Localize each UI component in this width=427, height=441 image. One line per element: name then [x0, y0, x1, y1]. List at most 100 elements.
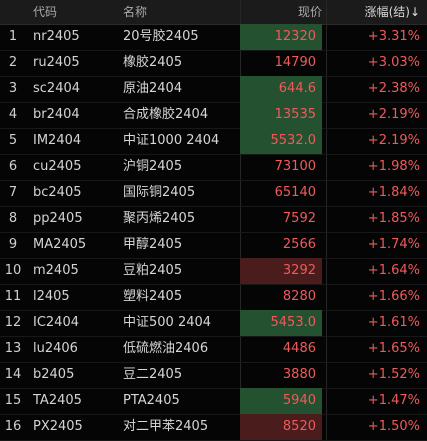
contract-code: nr2405: [33, 29, 80, 44]
change-percent: +1.85%: [367, 211, 420, 226]
row-index: 1: [8, 29, 18, 44]
contract-name: 低硫燃油2406: [123, 341, 209, 356]
contract-name: 中证500 2404: [123, 315, 212, 330]
contract-code: MA2405: [33, 237, 87, 252]
contract-name: 豆粕2405: [123, 263, 183, 278]
contract-code: sc2404: [33, 81, 81, 96]
contract-name: 合成橡胶2404: [123, 107, 209, 122]
row-index: 4: [8, 107, 18, 122]
row-index: 7: [8, 185, 18, 200]
table-row[interactable]: 16 PX2405 对二甲苯2405 8520 +1.50%: [0, 414, 427, 441]
table-header: 代码 名称 现价 涨幅(结)↓: [0, 0, 427, 25]
contract-code: PX2405: [33, 419, 83, 434]
table-row[interactable]: 5 IM2404 中证1000 2404 5532.0 +2.19%: [0, 128, 427, 155]
contract-code: l2405: [33, 289, 70, 304]
contract-code: b2405: [33, 367, 75, 382]
row-index: 8: [8, 211, 18, 226]
table-row[interactable]: 2 ru2405 橡胶2405 14790 +3.03%: [0, 50, 427, 77]
table-row[interactable]: 12 IC2404 中证500 2404 5453.0 +1.61%: [0, 310, 427, 337]
contract-code: IM2404: [33, 133, 82, 148]
contract-name: 国际铜2405: [123, 185, 196, 200]
table-row[interactable]: 14 b2405 豆二2405 3880 +1.52%: [0, 362, 427, 389]
change-percent: +2.19%: [367, 133, 420, 148]
change-percent: +2.19%: [367, 107, 420, 122]
change-percent: +1.66%: [367, 289, 420, 304]
row-index: 6: [8, 159, 18, 174]
contract-name: 20号胶2405: [123, 29, 199, 44]
header-name[interactable]: 名称: [123, 5, 148, 19]
last-price: 14790: [274, 55, 316, 70]
table-row[interactable]: 4 br2404 合成橡胶2404 13535 +2.19%: [0, 102, 427, 129]
row-index: 16: [4, 419, 22, 434]
row-index: 3: [8, 81, 18, 96]
contract-code: TA2405: [33, 393, 82, 408]
contract-code: ru2405: [33, 55, 80, 70]
contract-name: 豆二2405: [123, 367, 183, 382]
last-price: 5453.0: [240, 310, 322, 336]
row-index: 10: [4, 263, 22, 278]
change-percent: +1.74%: [367, 237, 420, 252]
table-row[interactable]: 11 l2405 塑料2405 8280 +1.66%: [0, 284, 427, 311]
change-percent: +1.64%: [367, 263, 420, 278]
last-price: 4486: [282, 341, 316, 356]
table-row[interactable]: 1 nr2405 20号胶2405 12320 +3.31%: [0, 24, 427, 51]
table-row[interactable]: 13 lu2406 低硫燃油2406 4486 +1.65%: [0, 336, 427, 363]
header-change-label: 涨幅(结): [364, 5, 410, 19]
row-index: 13: [4, 341, 22, 356]
header-price[interactable]: 现价: [297, 5, 322, 19]
column-divider: [326, 0, 327, 440]
table-row[interactable]: 10 m2405 豆粕2405 3292 +1.64%: [0, 258, 427, 285]
table-row[interactable]: 9 MA2405 甲醇2405 2566 +1.74%: [0, 232, 427, 259]
last-price: 65140: [274, 185, 316, 200]
contract-code: lu2406: [33, 341, 78, 356]
last-price: 73100: [274, 159, 316, 174]
last-price: 8280: [282, 289, 316, 304]
table-row[interactable]: 3 sc2404 原油2404 644.6 +2.38%: [0, 76, 427, 103]
row-index: 14: [4, 367, 22, 382]
header-change[interactable]: 涨幅(结)↓: [326, 0, 420, 24]
change-percent: +1.98%: [367, 159, 420, 174]
contract-name: 中证1000 2404: [123, 133, 220, 148]
last-price: 3880: [282, 367, 316, 382]
contract-name: 对二甲苯2405: [123, 419, 209, 434]
last-price: 5532.0: [240, 128, 322, 154]
contract-code: m2405: [33, 263, 79, 278]
contract-name: 沪铜2405: [123, 159, 183, 174]
last-price: 5940: [240, 388, 322, 414]
column-divider: [240, 0, 241, 440]
row-index: 5: [8, 133, 18, 148]
change-percent: +2.38%: [367, 81, 420, 96]
table-row[interactable]: 7 bc2405 国际铜2405 65140 +1.84%: [0, 180, 427, 207]
sort-desc-icon: ↓: [409, 5, 420, 19]
row-index: 12: [4, 315, 22, 330]
contract-code: pp2405: [33, 211, 83, 226]
contract-name: PTA2405: [123, 393, 180, 408]
contract-code: bc2405: [33, 185, 82, 200]
table-row[interactable]: 15 TA2405 PTA2405 5940 +1.47%: [0, 388, 427, 415]
change-percent: +3.03%: [367, 55, 420, 70]
contract-name: 原油2404: [123, 81, 183, 96]
last-price: 12320: [240, 24, 322, 50]
last-price: 3292: [240, 258, 322, 284]
row-index: 15: [4, 393, 22, 408]
row-index: 2: [8, 55, 18, 70]
change-percent: +1.65%: [367, 341, 420, 356]
last-price: 7592: [282, 211, 316, 226]
last-price: 2566: [282, 237, 316, 252]
change-percent: +1.50%: [367, 419, 420, 434]
table-row[interactable]: 8 pp2405 聚丙烯2405 7592 +1.85%: [0, 206, 427, 233]
contract-name: 橡胶2405: [123, 55, 183, 70]
change-percent: +1.47%: [367, 393, 420, 408]
row-index: 11: [4, 289, 22, 304]
contract-code: cu2405: [33, 159, 82, 174]
change-percent: +1.84%: [367, 185, 420, 200]
change-percent: +3.31%: [367, 29, 420, 44]
table-row[interactable]: 6 cu2405 沪铜2405 73100 +1.98%: [0, 154, 427, 181]
row-index: 9: [8, 237, 18, 252]
contract-name: 塑料2405: [123, 289, 183, 304]
contract-name: 聚丙烯2405: [123, 211, 196, 226]
contract-code: br2404: [33, 107, 80, 122]
header-code[interactable]: 代码: [33, 5, 58, 19]
last-price: 8520: [240, 414, 322, 440]
